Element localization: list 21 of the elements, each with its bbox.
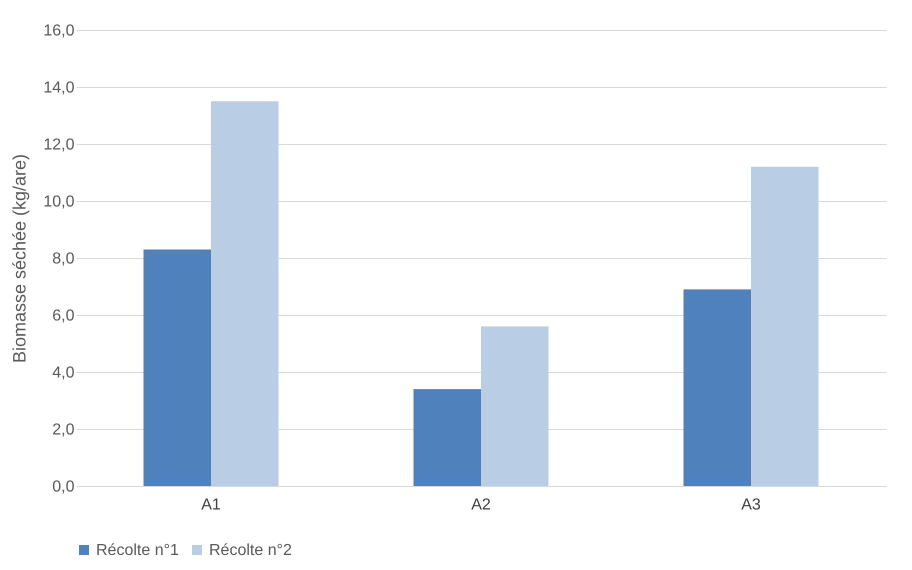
y-tick-label: 2,0 [52,422,75,438]
x-tick-label: A2 [471,496,491,514]
legend-label: Récolte n°2 [209,542,292,559]
bar [751,166,818,486]
y-tick-label: 8,0 [52,250,75,268]
y-tick-label: 4,0 [52,364,75,382]
bar [481,326,548,486]
bar [684,289,751,486]
y-tick-label: 10,0 [43,194,75,210]
y-tick-label: 12,0 [43,136,75,154]
y-axis-title: Biomasse séchée (kg/are) [9,154,30,364]
y-tick-label: 6,0 [52,308,75,324]
x-tick-label: A1 [201,496,221,514]
y-tick-label: 14,0 [43,80,75,96]
x-tick-label: A3 [741,496,761,514]
legend-label: Récolte n°1 [96,542,179,559]
bar [414,389,481,486]
y-tick-label: 16,0 [43,22,75,40]
y-tick-label: 0,0 [52,478,75,496]
bar [144,249,211,486]
bar [211,101,278,486]
